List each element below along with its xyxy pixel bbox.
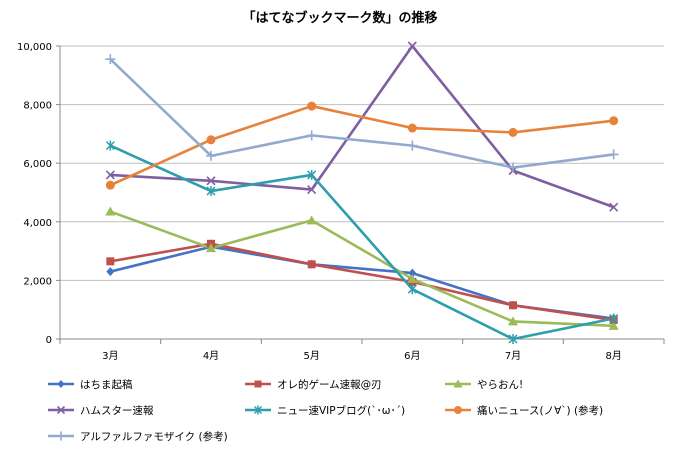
data-point-marker — [106, 267, 115, 277]
data-point-marker — [609, 202, 619, 212]
legend-label: ニュー速VIPブログ(`･ω･´) — [277, 404, 405, 417]
series-line — [110, 44, 615, 209]
data-point-marker — [508, 127, 518, 137]
legend-item: はちま起稿 — [48, 378, 133, 391]
data-point-marker — [609, 116, 619, 126]
data-point-marker — [407, 140, 418, 151]
data-point-marker — [306, 130, 317, 141]
y-tick-label: 8,000 — [23, 101, 52, 112]
data-point-marker — [408, 268, 417, 278]
y-tick-label: 6,000 — [23, 159, 52, 170]
legend-item: やらおん! — [445, 379, 523, 391]
series-line — [110, 242, 614, 322]
data-point-marker — [407, 123, 417, 133]
data-point-marker — [105, 140, 115, 151]
data-point-marker — [407, 273, 418, 283]
series-line — [109, 210, 614, 328]
x-tick-labels: 3月 4月 5月 6月 7月 8月 — [102, 350, 622, 362]
x-tick-label: 7月 — [505, 350, 521, 362]
chart-title: 「はてなブックマーク数」の推移 — [242, 10, 437, 26]
axes — [56, 45, 665, 344]
legend-item: ハムスター速報 — [48, 405, 154, 417]
data-point-marker — [105, 54, 116, 65]
data-point-marker — [307, 169, 317, 180]
x-tick-label: 4月 — [203, 350, 219, 362]
data-point-marker — [508, 334, 518, 344]
data-point-marker — [206, 243, 216, 253]
data-point-marker — [206, 176, 216, 186]
series-line — [109, 58, 614, 169]
data-point-marker — [57, 380, 65, 388]
data-point-marker — [105, 170, 115, 180]
y-tick-label: 0 — [46, 335, 52, 346]
data-point-marker — [206, 186, 216, 197]
data-point-marker — [253, 405, 263, 415]
legend-label: 痛いニュース(ノ∀`) (参考) — [477, 404, 603, 417]
legend-item: アルファルファモザイク (参考) — [48, 430, 228, 443]
data-point-marker — [508, 162, 518, 173]
data-point-marker — [307, 260, 316, 269]
y-tick-labels: 0 2,000 4,000 6,000 8,000 10,000 — [17, 42, 52, 346]
data-point-marker — [206, 150, 216, 161]
legend: はちま起稿 オレ的ゲーム速報@刃 やらおん! ハムスター速報 ニュー速VIPブログ(`･… — [48, 378, 603, 443]
series-line — [109, 104, 614, 187]
y-tick-label: 2,000 — [23, 276, 52, 287]
data-point-marker — [608, 149, 619, 160]
data-point-marker — [56, 405, 66, 415]
data-point-marker — [609, 313, 619, 324]
data-point-marker — [453, 379, 463, 388]
legend-label: ハムスター速報 — [80, 405, 154, 417]
data-point-marker — [454, 406, 462, 414]
x-tick-label: 6月 — [404, 350, 420, 362]
data-point-marker — [105, 180, 115, 190]
data-point-marker — [106, 257, 115, 266]
data-point-marker — [56, 431, 66, 441]
x-tick-label: 5月 — [303, 350, 319, 362]
x-tick-label: 8月 — [605, 350, 621, 362]
y-tick-label: 10,000 — [17, 42, 52, 53]
legend-label: やらおん! — [477, 379, 523, 391]
data-point-marker — [508, 316, 518, 326]
x-tick-label: 3月 — [102, 350, 118, 362]
data-point-marker — [407, 284, 417, 295]
series-markers — [105, 41, 619, 344]
data-point-marker — [608, 320, 619, 330]
data-point-marker — [307, 185, 317, 195]
data-point-marker — [306, 215, 317, 225]
legend-label: はちま起稿 — [80, 378, 133, 391]
data-point-marker — [105, 206, 116, 216]
legend-item: ニュー速VIPブログ(`･ω･´) — [245, 404, 405, 417]
series-line — [109, 144, 614, 341]
legend-label: アルファルファモザイク (参考) — [80, 430, 228, 443]
data-point-marker — [509, 301, 517, 310]
data-point-marker — [206, 135, 216, 145]
y-tick-label: 4,000 — [23, 218, 52, 229]
data-point-marker — [254, 380, 262, 388]
legend-label: オレ的ゲーム速報@刃 — [277, 378, 382, 391]
data-point-marker — [407, 41, 417, 51]
legend-item: オレ的ゲーム速報@刃 — [245, 378, 382, 391]
series-lines — [109, 44, 615, 341]
data-point-marker — [307, 101, 317, 111]
legend-item: 痛いニュース(ノ∀`) (参考) — [445, 404, 603, 417]
